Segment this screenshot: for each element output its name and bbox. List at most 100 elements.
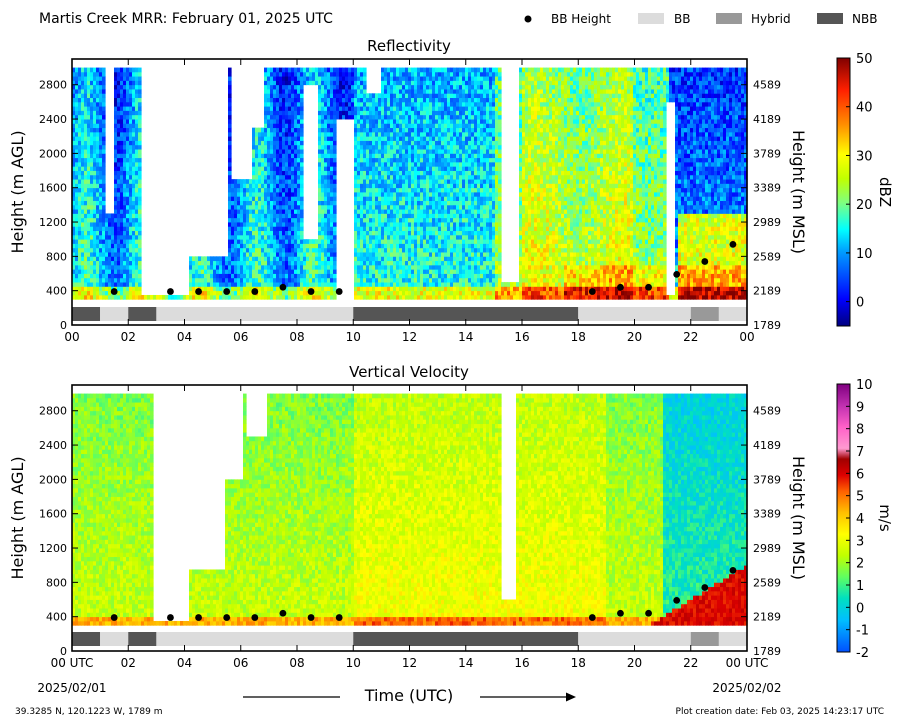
heatmap-cell: [354, 97, 358, 103]
heatmap-cell: [393, 247, 397, 253]
heatmap-cell: [408, 123, 412, 129]
heatmap-cell: [138, 149, 142, 154]
heatmap-cell: [231, 290, 235, 296]
heatmap-cell: [381, 149, 385, 154]
heatmap-cell: [258, 264, 262, 270]
heatmap-cell: [264, 84, 268, 90]
heatmap-cell: [255, 174, 259, 180]
heatmap-cell: [363, 106, 367, 111]
heatmap-cell: [432, 131, 436, 137]
heatmap-cell: [276, 153, 280, 159]
heatmap-cell: [333, 136, 337, 141]
heatmap-cell: [114, 196, 118, 201]
heatmap-cell: [378, 183, 382, 189]
heatmap-cell: [378, 101, 382, 107]
heatmap-cell: [294, 256, 298, 262]
heatmap-cell: [387, 247, 391, 253]
heatmap-cell: [369, 140, 373, 146]
heatmap-cell: [405, 243, 409, 249]
heatmap-cell: [351, 89, 355, 94]
heatmap-cell: [225, 269, 229, 274]
heatmap-cell: [342, 114, 346, 120]
heatmap-cell: [339, 67, 343, 73]
heatmap-cell: [372, 196, 376, 201]
heatmap-cell: [126, 204, 130, 210]
heatmap-cell: [342, 80, 346, 86]
heatmap-cell: [126, 166, 130, 171]
heatmap-cell: [228, 119, 232, 124]
heatmap-cell: [138, 101, 142, 107]
heatmap-cell: [387, 97, 391, 103]
heatmap-cell: [435, 187, 439, 193]
heatmap-cell: [300, 192, 304, 197]
heatmap-cell: [267, 252, 271, 257]
heatmap-cell: [192, 294, 196, 300]
heatmap-cell: [87, 213, 91, 219]
heatmap-cell: [330, 93, 334, 99]
heatmap-cell: [408, 149, 412, 154]
heatmap-cell: [408, 247, 412, 253]
heatmap-cell: [390, 200, 394, 206]
heatmap-cell: [432, 213, 436, 219]
heatmap-cell: [78, 144, 82, 150]
heatmap-cell: [255, 273, 259, 279]
heatmap-cell: [99, 153, 103, 159]
heatmap-cell: [135, 256, 139, 262]
heatmap-cell: [444, 256, 448, 262]
heatmap-cell: [255, 217, 259, 223]
heatmap-cell: [423, 93, 427, 99]
heatmap-cell: [72, 93, 76, 99]
heatmap-cell: [402, 136, 406, 141]
heatmap-cell: [240, 256, 244, 262]
heatmap-cell: [330, 119, 334, 124]
heatmap-cell: [444, 294, 448, 300]
heatmap-cell: [357, 144, 361, 150]
heatmap-cell: [204, 256, 208, 262]
heatmap-cell: [291, 264, 295, 270]
heatmap-cell: [138, 209, 142, 214]
heatmap-cell: [438, 264, 442, 270]
heatmap-cell: [213, 256, 217, 262]
heatmap-cell: [432, 260, 436, 266]
heatmap-cell: [87, 204, 91, 210]
heatmap-cell: [72, 114, 76, 120]
heatmap-cell: [432, 123, 436, 129]
heatmap-cell: [363, 97, 367, 103]
heatmap-cell: [357, 93, 361, 99]
heatmap-cell: [117, 277, 121, 283]
heatmap-cell: [327, 161, 331, 167]
heatmap-cell: [423, 161, 427, 167]
heatmap-cell: [99, 294, 103, 300]
heatmap-cell: [303, 286, 307, 292]
heatmap-cell: [282, 131, 286, 137]
heatmap-cell: [273, 239, 277, 244]
heatmap-cell: [333, 226, 337, 232]
heatmap-cell: [327, 80, 331, 86]
heatmap-cell: [126, 140, 130, 146]
heatmap-cell: [396, 136, 400, 141]
heatmap-cell: [96, 174, 100, 180]
heatmap-cell: [408, 170, 412, 176]
heatmap-cell: [255, 157, 259, 163]
heatmap-cell: [276, 226, 280, 232]
heatmap-cell: [300, 110, 304, 116]
heatmap-cell: [357, 140, 361, 146]
heatmap-cell: [429, 226, 433, 232]
heatmap-cell: [327, 67, 331, 73]
heatmap-cell: [294, 294, 298, 300]
heatmap-cell: [423, 71, 427, 77]
heatmap-cell: [90, 273, 94, 279]
heatmap-cell: [330, 277, 334, 283]
heatmap-cell: [72, 110, 76, 116]
heatmap-cell: [174, 294, 178, 300]
heatmap-cell: [135, 222, 139, 227]
heatmap-cell: [420, 286, 424, 292]
heatmap-cell: [438, 76, 442, 81]
heatmap-cell: [426, 209, 430, 214]
heatmap-cell: [321, 217, 325, 223]
heatmap-cell: [135, 67, 139, 73]
heatmap-cell: [438, 136, 442, 141]
heatmap-cell: [120, 114, 124, 120]
heatmap-cell: [99, 157, 103, 163]
heatmap-cell: [357, 183, 361, 189]
